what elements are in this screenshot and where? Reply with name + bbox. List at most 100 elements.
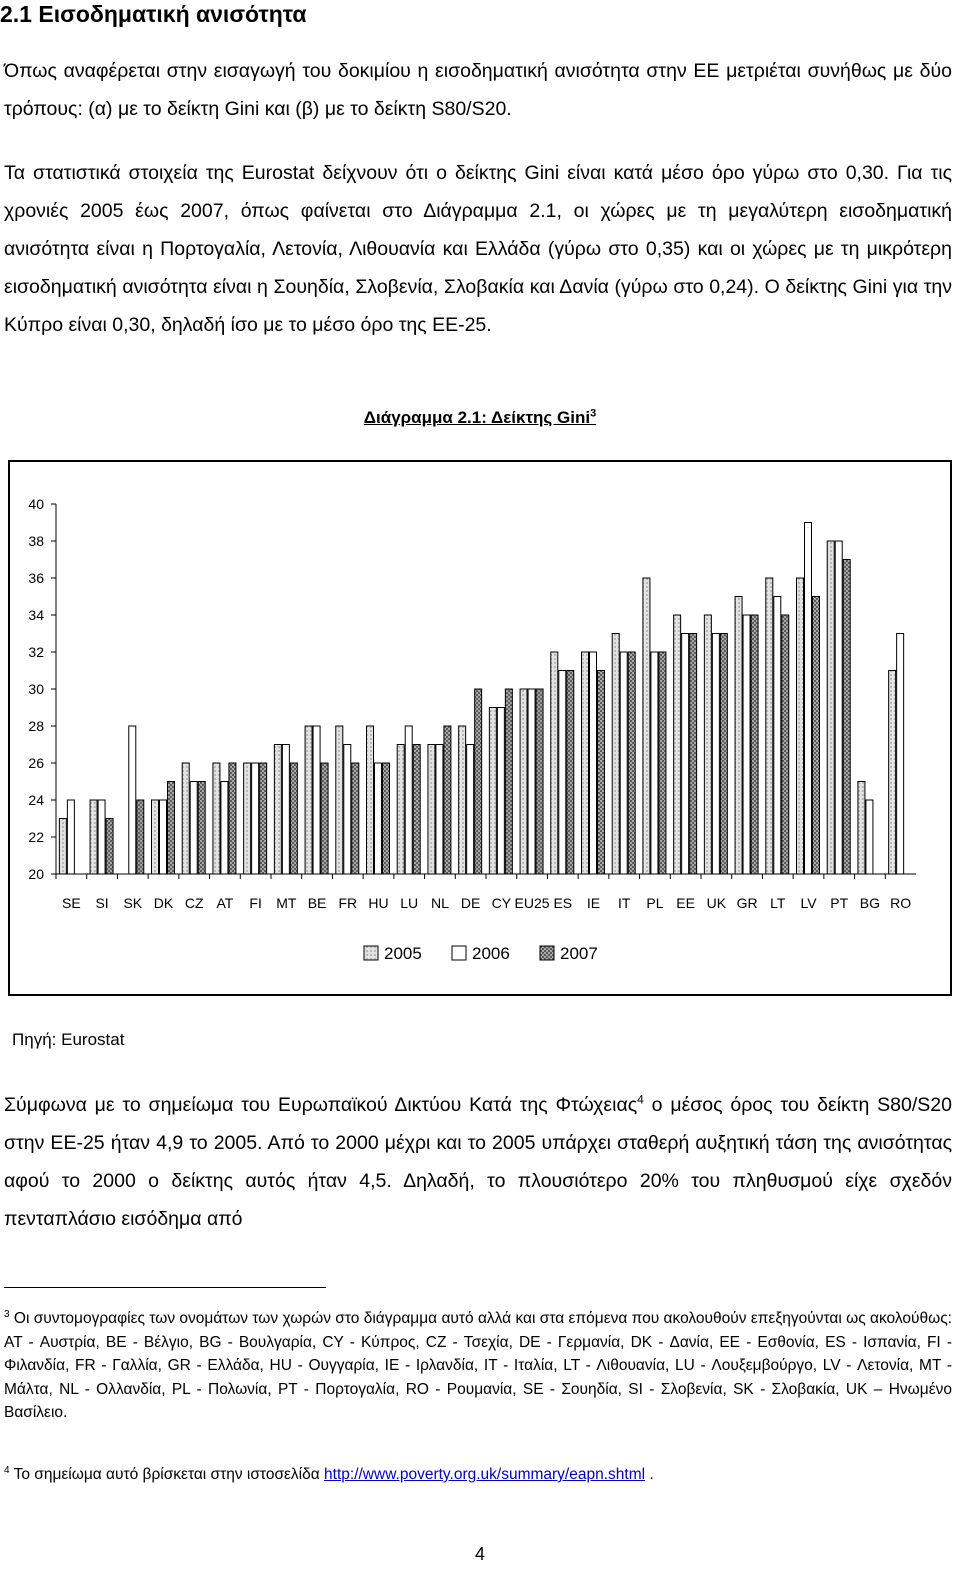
bar-MT-2005 <box>273 744 282 875</box>
chart-y-labels: 20 22 24 26 28 30 32 34 36 38 40 <box>28 496 44 882</box>
bar-SK-2006 <box>128 725 137 875</box>
bar-CY-2006 <box>496 707 505 875</box>
chart-x-labels: SE SI SK DK CZ AT FI MT BE FR HU LU NL DE CY EU25 ES IE IT… <box>62 895 911 911</box>
bar-LV-2005 <box>796 577 804 875</box>
x-tick-label: RO <box>890 895 911 911</box>
paragraph-s80s20: Σύμφωνα με το σημείωμα του Ευρωπαϊκού Δι… <box>4 1086 952 1238</box>
bar-LU-2005 <box>396 744 405 875</box>
bar-SI-2006 <box>97 799 106 875</box>
x-tick-label: FI <box>249 895 261 911</box>
bar-PL-2005 <box>642 577 651 875</box>
x-tick-label: SK <box>123 895 142 911</box>
bar-EE-2006 <box>681 633 690 875</box>
x-tick-label: PT <box>830 895 848 911</box>
legend-label-2007: 2007 <box>560 944 598 963</box>
legend-swatch-2005 <box>363 945 379 961</box>
paragraph-gini: Τα στατιστικά στοιχεία της Eurostat δείχ… <box>4 162 952 336</box>
legend-swatch-2006 <box>451 945 467 961</box>
bar-UK-2005 <box>703 614 712 875</box>
eapn-link[interactable]: http://www.poverty.org.uk/summary/eapn.s… <box>324 1466 646 1483</box>
x-tick-label: PL <box>646 895 663 911</box>
bar-FI-2007 <box>259 762 268 875</box>
x-tick-label: SI <box>95 895 108 911</box>
footnote-4: 4 Το σημείωμα αυτό βρίσκεται στην ιστοσε… <box>4 1463 952 1487</box>
y-tick-label: 40 <box>28 496 44 512</box>
bar-LU-2007 <box>412 744 421 875</box>
bar-IE-2007 <box>597 670 605 875</box>
bar-FR-2007 <box>351 762 360 875</box>
x-tick-label: EE <box>676 895 695 911</box>
bar-IE-2006 <box>589 651 597 875</box>
bar-NL-2005 <box>427 744 436 875</box>
bar-SI-2005 <box>89 799 98 875</box>
bar-EU25-2007 <box>535 688 544 875</box>
y-tick-label: 30 <box>28 681 44 697</box>
chart-bars <box>58 522 905 875</box>
bar-LT-2006 <box>773 596 782 875</box>
legend-label-2005: 2005 <box>384 944 422 963</box>
footnote-ref-3[interactable]: 3 <box>590 407 597 420</box>
bar-DK-2007 <box>167 781 175 875</box>
chart-caption: Διάγραμμα 2.1: Δείκτης Gini3 <box>0 408 960 428</box>
x-tick-label: CZ <box>185 895 204 911</box>
bar-DE-2007 <box>474 688 483 875</box>
x-tick-label: LU <box>400 895 418 911</box>
gini-bar-chart: SE SI SK DK CZ AT FI MT BE FR HU LU NL DE CY EU25 ES IE IT… <box>28 496 916 963</box>
bar-IT-2007 <box>627 651 636 875</box>
bar-LT-2005 <box>765 577 774 875</box>
bar-BE-2005 <box>304 725 313 875</box>
bar-NL-2007 <box>443 725 452 875</box>
bar-UK-2007 <box>719 633 728 875</box>
x-tick-label: NL <box>431 895 449 911</box>
bar-FR-2006 <box>343 744 352 875</box>
x-tick-label: BE <box>308 895 327 911</box>
x-tick-label: LT <box>770 895 786 911</box>
bar-SI-2007 <box>105 818 114 875</box>
footnote-3-number: 3 <box>4 1308 10 1320</box>
bar-IT-2006 <box>619 651 628 875</box>
y-tick-label: 32 <box>28 644 44 660</box>
x-tick-label: BG <box>860 895 880 911</box>
legend-swatch-2007 <box>539 945 555 961</box>
bar-EU25-2006 <box>527 688 536 875</box>
bar-LV-2007 <box>812 596 820 875</box>
y-tick-label: 22 <box>28 829 44 845</box>
bar-ES-2007 <box>566 670 575 875</box>
bar-AT-2005 <box>212 762 221 875</box>
x-tick-label: HU <box>368 895 388 911</box>
bar-PT-2005 <box>826 540 835 875</box>
y-tick-label: 26 <box>28 755 44 771</box>
footnote-4-number: 4 <box>4 1464 10 1476</box>
bar-GR-2007 <box>750 614 759 875</box>
x-tick-label: MT <box>276 895 297 911</box>
bar-DE-2006 <box>466 744 475 875</box>
page-number: 4 <box>474 1544 485 1564</box>
x-tick-label: FR <box>338 895 357 911</box>
x-tick-label: GR <box>737 895 758 911</box>
chart-caption-text: Διάγραμμα 2.1: Δείκτης Gini <box>363 408 591 427</box>
footnote-4-text: Το σημείωμα αυτό βρίσκεται στην ιστοσελί… <box>9 1466 325 1483</box>
bar-EE-2007 <box>689 633 698 875</box>
bar-AT-2006 <box>220 781 229 875</box>
bar-DK-2006 <box>159 799 167 875</box>
chart-source: Πηγή: Eurostat <box>12 1030 125 1049</box>
bar-BE-2006 <box>312 725 321 875</box>
footnote-ref-4[interactable]: 4 <box>637 1092 644 1107</box>
bar-CY-2007 <box>504 688 513 875</box>
footnote-4-end: . <box>645 1466 654 1483</box>
y-tick-label: 24 <box>28 792 44 808</box>
bar-LT-2007 <box>781 614 790 875</box>
x-tick-label: DE <box>461 895 480 911</box>
footnote-divider <box>4 1287 326 1288</box>
bar-HU-2006 <box>374 762 382 875</box>
bar-LU-2006 <box>404 725 413 875</box>
bar-GR-2006 <box>742 614 751 875</box>
y-tick-label: 36 <box>28 570 44 586</box>
bar-DK-2005 <box>151 799 159 875</box>
x-tick-label: UK <box>707 895 727 911</box>
bar-PT-2006 <box>834 540 843 875</box>
bar-DE-2005 <box>458 725 467 875</box>
bar-SK-2007 <box>136 799 145 875</box>
y-tick-label: 38 <box>28 533 44 549</box>
